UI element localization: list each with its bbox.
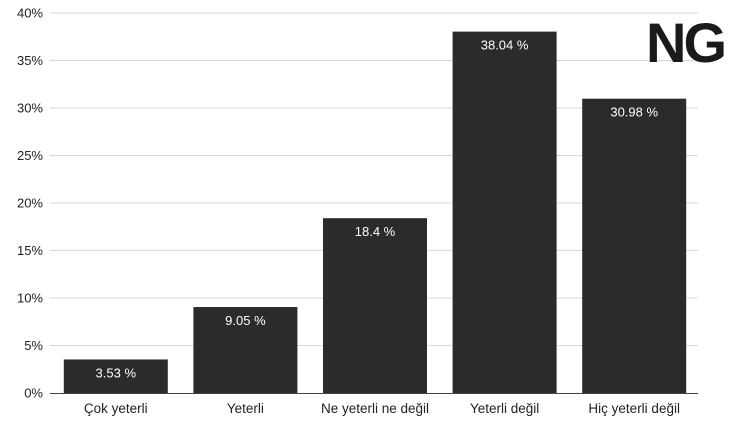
data-label: 9.05 % <box>225 313 266 328</box>
data-label: 18.4 % <box>355 224 396 239</box>
bar <box>323 218 427 393</box>
bar <box>193 307 298 393</box>
y-tick-label: 10% <box>17 291 43 306</box>
x-axis-categories: Çok yeterli Yeterli Ne yeterli ne değil Yet… <box>84 401 680 416</box>
category-label: Yeterli <box>227 401 264 416</box>
bars: 3.53 % 9.05 % 18.4 % 38.04 % 30.98 % <box>63 31 687 394</box>
y-tick-label: 20% <box>17 196 43 211</box>
y-tick-label: 25% <box>17 148 43 163</box>
data-label: 3.53 % <box>96 365 137 380</box>
bar <box>452 31 557 394</box>
y-tick-label: 30% <box>17 101 43 116</box>
logo: NG <box>646 11 724 74</box>
category-label: Ne yeterli ne değil <box>321 401 429 416</box>
data-label: 38.04 % <box>481 38 529 53</box>
category-label: Yeterli değil <box>470 401 539 416</box>
y-tick-label: 35% <box>17 53 43 68</box>
y-tick-label: 5% <box>24 338 43 353</box>
y-tick-label: 0% <box>24 386 43 401</box>
category-label: Hiç yeterli değil <box>588 401 680 416</box>
bar <box>582 98 687 393</box>
bar <box>63 359 168 393</box>
category-label: Çok yeterli <box>84 401 148 416</box>
y-axis-ticks: 0% 5% 10% 15% 20% 25% 30% 35% 40% <box>17 6 43 401</box>
y-tick-label: 15% <box>17 243 43 258</box>
y-tick-label: 40% <box>17 6 43 21</box>
data-label: 30.98 % <box>610 105 658 120</box>
